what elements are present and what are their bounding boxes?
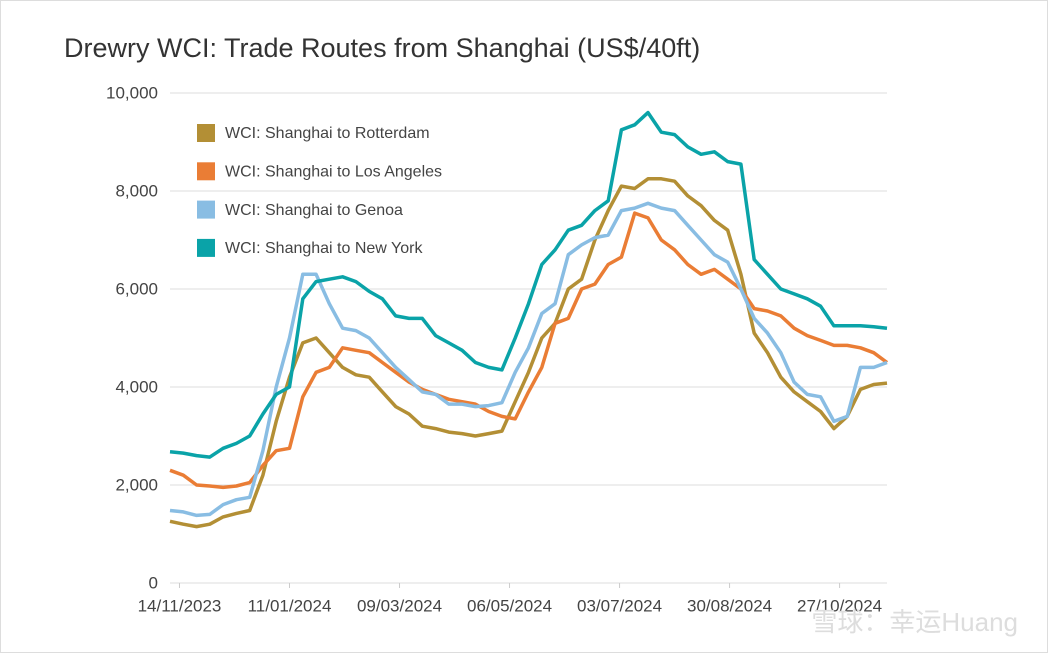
watermark: 雪球：幸运Huang xyxy=(811,607,1018,637)
y-tick-label: 10,000 xyxy=(106,83,158,102)
x-tick-label: 27/10/2024 xyxy=(797,596,882,615)
legend-swatch xyxy=(197,238,215,257)
legend-swatch xyxy=(197,124,215,142)
y-tick-label: 6,000 xyxy=(115,279,158,298)
legend-label: WCI: Shanghai to Los Angeles xyxy=(225,164,442,181)
series-line xyxy=(169,211,889,490)
y-tick-label: 4,000 xyxy=(115,377,158,396)
x-tick-label: 09/03/2024 xyxy=(357,596,442,615)
legend-swatch xyxy=(197,162,215,181)
x-tick-label: 11/01/2024 xyxy=(248,596,332,615)
legend-label: WCI: Shanghai to New York xyxy=(225,240,423,257)
series-line xyxy=(169,201,888,518)
legend-swatch xyxy=(197,200,215,219)
y-tick-label: 2,000 xyxy=(115,475,158,494)
x-tick-label: 06/05/2024 xyxy=(467,596,552,615)
y-tick-label: 0 xyxy=(149,573,158,592)
y-tick-label: 8,000 xyxy=(115,181,158,200)
x-tick-label: 03/07/2024 xyxy=(577,596,662,615)
legend-label: WCI: Shanghai to Rotterdam xyxy=(225,125,430,142)
series-line xyxy=(169,110,888,459)
chart-title: Drewry WCI: Trade Routes from Shanghai (… xyxy=(64,33,700,63)
x-tick-label: 14/11/2023 xyxy=(138,596,222,615)
x-tick-label: 30/08/2024 xyxy=(687,596,772,615)
legend-label: WCI: Shanghai to Genoa xyxy=(225,202,403,219)
